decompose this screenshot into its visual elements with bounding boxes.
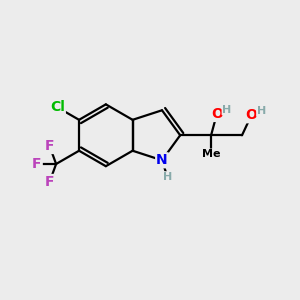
Text: N: N — [156, 153, 168, 167]
Text: F: F — [45, 139, 54, 153]
Text: Me: Me — [202, 149, 220, 159]
Text: H: H — [223, 104, 232, 115]
Text: O: O — [211, 107, 223, 121]
Text: Cl: Cl — [50, 100, 65, 114]
Text: H: H — [163, 172, 172, 182]
Text: F: F — [32, 157, 42, 171]
Text: F: F — [45, 175, 54, 189]
Text: O: O — [245, 108, 257, 122]
Text: H: H — [257, 106, 266, 116]
